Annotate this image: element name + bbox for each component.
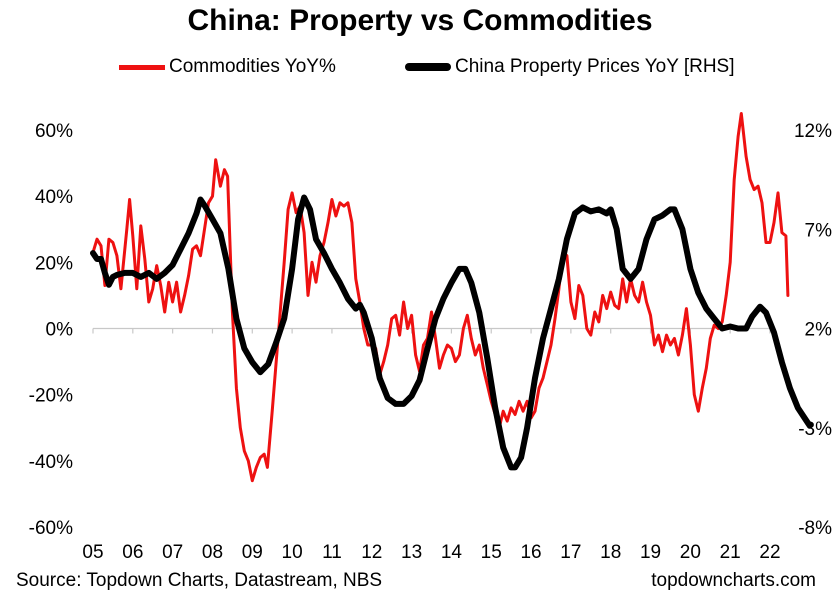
legend-swatch-commodities — [119, 64, 165, 70]
x-tick-label: 22 — [759, 542, 780, 563]
x-tick-label: 17 — [560, 542, 581, 563]
x-tick-label: 13 — [401, 542, 422, 563]
y-right-tick-label: -8% — [798, 518, 832, 539]
legend-item-commodities: Commodities YoY% — [119, 55, 336, 79]
x-tick-label: 06 — [122, 542, 143, 563]
x-tick-label: 09 — [242, 542, 263, 563]
y-right-tick-label: 7% — [805, 220, 833, 241]
series-line-property — [90, 194, 813, 471]
legend-item-property: China Property Prices YoY [RHS] — [405, 55, 735, 79]
x-tick-label: 18 — [600, 542, 621, 563]
site-credit: topdowncharts.com — [651, 570, 816, 591]
y-right-tick-label: -3% — [798, 419, 832, 440]
y-left-tick-label: -20% — [29, 386, 73, 407]
x-tick-label: 07 — [162, 542, 183, 563]
x-tick-label: 12 — [361, 542, 382, 563]
x-tick-label: 10 — [282, 542, 303, 563]
y-left-tick-label: 20% — [35, 253, 73, 274]
x-tick-label: 05 — [82, 542, 103, 563]
x-tick-label: 16 — [520, 542, 541, 563]
x-tick-label: 11 — [322, 542, 342, 563]
x-tick-label: 15 — [481, 542, 502, 563]
y-right-tick-label: 12% — [794, 121, 832, 142]
series-line-commodities — [91, 112, 790, 483]
legend-swatch-property — [405, 63, 451, 71]
y-left-tick-label: -40% — [29, 452, 73, 473]
y-left-tick-label: 0% — [46, 320, 74, 341]
y-left-tick-label: -60% — [29, 518, 73, 539]
y-left-tick-label: 40% — [35, 187, 73, 208]
y-right-tick-label: 2% — [805, 320, 833, 341]
y-left-tick-label: 60% — [35, 121, 73, 142]
legend-label-commodities: Commodities YoY% — [169, 56, 336, 77]
legend-label-property: China Property Prices YoY [RHS] — [455, 56, 735, 77]
x-tick-label: 20 — [680, 542, 701, 563]
x-tick-label: 08 — [202, 542, 223, 563]
chart-title: China: Property vs Commodities — [187, 4, 653, 37]
source-note: Source: Topdown Charts, Datastream, NBS — [16, 570, 383, 591]
x-tick-label: 14 — [441, 542, 463, 563]
x-tick-label: 19 — [640, 542, 661, 563]
x-tick-label: 21 — [720, 542, 741, 563]
